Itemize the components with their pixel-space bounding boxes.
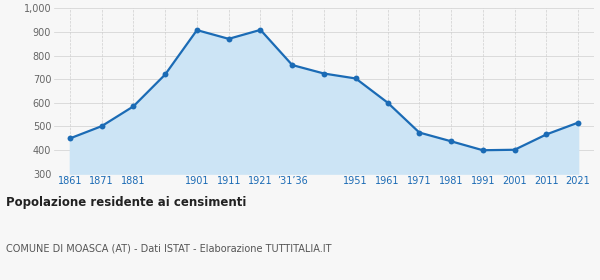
Point — [478, 148, 488, 153]
Point — [319, 71, 329, 76]
Text: COMUNE DI MOASCA (AT) - Dati ISTAT - Elaborazione TUTTITALIA.IT: COMUNE DI MOASCA (AT) - Dati ISTAT - Ela… — [6, 244, 331, 254]
Point — [65, 136, 74, 141]
Point — [97, 124, 106, 129]
Point — [128, 104, 138, 109]
Point — [446, 139, 456, 144]
Text: Popolazione residente ai censimenti: Popolazione residente ai censimenti — [6, 196, 247, 209]
Point — [383, 100, 392, 105]
Point — [287, 63, 297, 67]
Point — [510, 148, 520, 152]
Point — [415, 130, 424, 135]
Point — [351, 76, 361, 81]
Point — [256, 28, 265, 32]
Point — [542, 132, 551, 137]
Point — [224, 37, 233, 41]
Point — [192, 28, 202, 32]
Point — [574, 120, 583, 125]
Point — [160, 72, 170, 77]
